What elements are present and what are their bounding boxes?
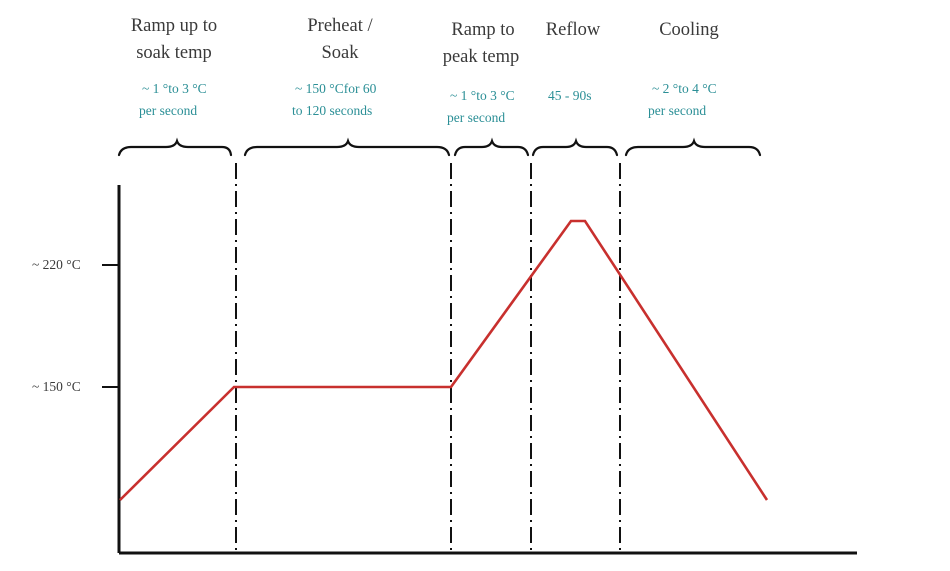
phase-note-cooling-line-2: per second <box>648 103 706 118</box>
phase-brace-reflow <box>531 137 619 157</box>
phase-brace-preheat <box>243 137 451 157</box>
phase-dividers <box>235 163 621 553</box>
phase-brace-cooling <box>624 137 762 157</box>
phase-note-ramp-up-line-2: per second <box>139 103 197 118</box>
phase-note-preheat-line-2: to 120 seconds <box>292 103 372 118</box>
phase-titles: Ramp up to soak temp Preheat / Soak Ramp… <box>131 16 719 67</box>
phase-brace-ramp-up <box>117 137 233 157</box>
phase-title-ramp-up-line-1: Ramp up to <box>131 16 217 36</box>
phase-title-cooling: Cooling <box>659 20 719 40</box>
phase-braces <box>117 137 762 157</box>
y-tick-label-150: ~ 150 °C <box>32 379 81 394</box>
temperature-profile-line <box>119 219 769 501</box>
phase-title-ramp-peak-line-1: Ramp to <box>451 20 514 40</box>
phase-title-preheat-line-2: Soak <box>322 43 360 63</box>
y-tick-label-220: ~ 220 °C <box>32 257 81 272</box>
phase-note-cooling-line-1: ~ 2 °to 4 °C <box>652 81 717 96</box>
phase-brace-ramp-peak <box>453 137 530 157</box>
axes: ~ 220 °C ~ 150 °C <box>32 185 857 555</box>
phase-notes: ~ 1 °to 3 °C per second ~ 150 °Cfor 60 t… <box>139 81 717 125</box>
phase-note-ramp-up-line-1: ~ 1 °to 3 °C <box>142 81 207 96</box>
phase-note-ramp-peak-line-1: ~ 1 °to 3 °C <box>450 88 515 103</box>
phase-note-ramp-peak-line-2: per second <box>447 110 505 125</box>
phase-title-ramp-up-line-2: soak temp <box>136 43 212 63</box>
phase-title-preheat-line-1: Preheat / <box>307 16 373 36</box>
phase-title-reflow: Reflow <box>546 20 601 40</box>
phase-title-ramp-peak-line-2: peak temp <box>443 47 520 67</box>
phase-note-preheat-line-1: ~ 150 °Cfor 60 <box>295 81 377 96</box>
phase-note-reflow: 45 - 90s <box>548 88 592 103</box>
